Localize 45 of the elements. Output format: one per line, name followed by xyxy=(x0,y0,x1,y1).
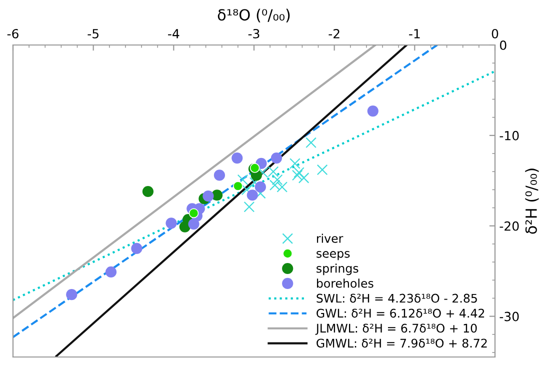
y-axis-title: δ²H (⁰/₀₀) xyxy=(525,168,539,234)
point xyxy=(233,181,243,192)
point xyxy=(188,208,199,218)
point xyxy=(306,137,316,148)
legend-label: boreholes xyxy=(317,278,374,288)
point xyxy=(214,170,226,181)
y-tick-label: -20 xyxy=(500,221,519,231)
x-axis-title: δ¹⁸O (⁰/₀₀) xyxy=(218,8,290,22)
legend-label: GWL: δ²H = 6.12δ¹⁸O + 4.42 xyxy=(316,308,484,318)
legend-label: SWL: δ²H = 4.23δ¹⁸O - 2.85 xyxy=(316,294,477,303)
point xyxy=(292,170,303,181)
point xyxy=(241,184,252,196)
point xyxy=(272,174,283,186)
point xyxy=(237,174,248,186)
point xyxy=(246,190,258,201)
y-tick-label: 0 xyxy=(500,40,506,50)
legend-label: seeps xyxy=(316,251,350,260)
point xyxy=(294,167,304,178)
point xyxy=(202,190,214,202)
point xyxy=(270,152,282,164)
x-tick-label: -1 xyxy=(409,29,420,38)
point xyxy=(142,186,154,198)
y-tick-label: -10 xyxy=(500,130,519,140)
point xyxy=(254,181,266,193)
point xyxy=(131,242,142,254)
legend-label: river xyxy=(317,234,344,243)
legend-label: GMWL: δ²H = 7.9δ¹⁸O + 8.72 xyxy=(316,338,487,348)
point xyxy=(367,105,378,117)
x-tick-label: -6 xyxy=(7,28,18,38)
point xyxy=(105,266,117,278)
legend-label: JLMWL: δ²H = 6.7δ¹⁸O + 10 xyxy=(315,324,477,335)
point xyxy=(244,201,255,212)
x-tick-label: -5 xyxy=(88,29,98,38)
x-tick-label: -4 xyxy=(168,29,180,38)
point xyxy=(290,158,300,169)
x-tick-label: -3 xyxy=(248,28,260,38)
point xyxy=(232,152,243,164)
point xyxy=(298,172,310,184)
x-tick-label: 0 xyxy=(492,28,498,38)
point xyxy=(316,164,328,176)
point xyxy=(166,218,177,229)
legend-label: springs xyxy=(316,264,358,276)
point xyxy=(66,289,78,300)
y-tick-label: -30 xyxy=(500,312,519,322)
x-tick-label: -2 xyxy=(328,28,340,38)
